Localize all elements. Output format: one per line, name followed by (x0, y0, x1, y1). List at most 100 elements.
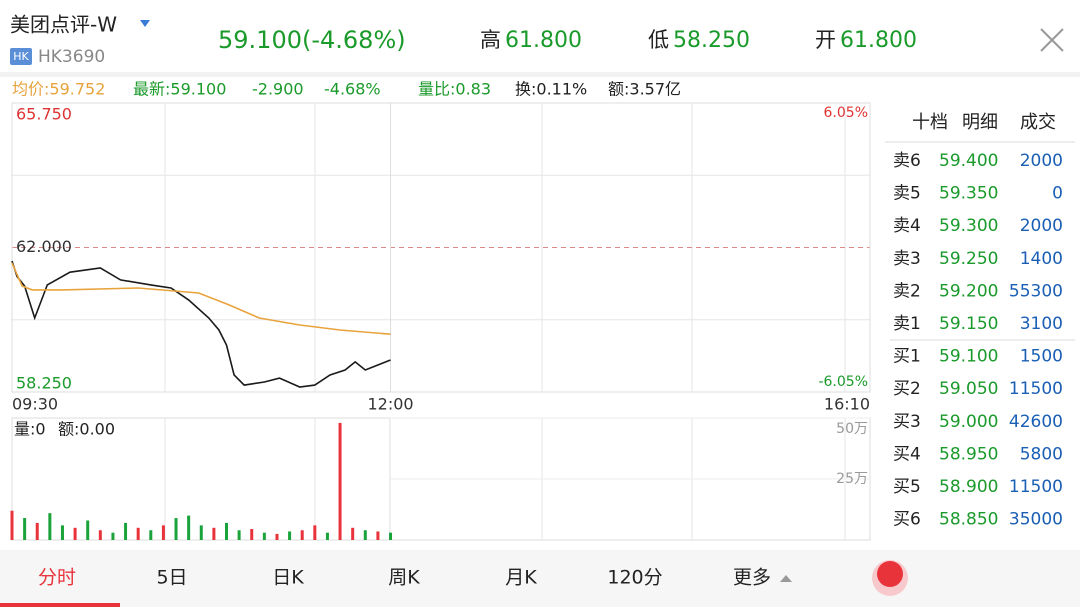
book-volume: 11500 (1009, 477, 1063, 497)
book-side: 卖6 (893, 151, 921, 171)
avg-price: 均价:59.752 (12, 80, 105, 99)
volume-bar (136, 527, 140, 540)
book-side: 卖1 (893, 314, 921, 334)
volume-bar (376, 531, 380, 540)
tab[interactable]: 月K (505, 567, 537, 589)
active-tab-indicator (0, 603, 120, 607)
price-line (11, 262, 391, 335)
amount-label: 额:0.00 (58, 420, 115, 439)
book-price: 59.050 (939, 379, 998, 399)
volume-bar (35, 522, 39, 540)
book-tab[interactable]: 成交 (1020, 112, 1056, 133)
volume-bar (363, 530, 367, 540)
volume-bar (313, 525, 317, 540)
y-tick-label: 50万 (836, 421, 868, 437)
dropdown-arrow[interactable] (140, 20, 150, 27)
book-price: 59.200 (939, 281, 998, 301)
low: 58.250 (673, 28, 750, 53)
record-button[interactable] (877, 561, 903, 587)
volume-bar (111, 532, 115, 540)
latest: 最新:59.100 (133, 80, 226, 99)
book-volume: 55300 (1009, 281, 1063, 301)
volume-bar (262, 532, 266, 540)
book-price: 59.150 (939, 314, 998, 334)
book-side: 卖4 (893, 216, 921, 236)
high: 61.800 (505, 28, 582, 53)
volume-bar (124, 522, 128, 540)
close-button[interactable] (1040, 28, 1064, 52)
book-volume: 42600 (1009, 412, 1063, 432)
book-volume: 35000 (1009, 510, 1063, 530)
amount: 额:3.57亿 (608, 80, 681, 99)
book-side: 买2 (893, 379, 921, 399)
book-volume: 2000 (1020, 151, 1063, 171)
volume-bar (187, 515, 191, 540)
book-volume: 11500 (1009, 379, 1063, 399)
book-price: 59.000 (939, 412, 998, 432)
tab[interactable]: 5日 (156, 567, 187, 589)
tab[interactable]: 日K (272, 567, 304, 589)
volume-bar (48, 513, 52, 540)
volume-ratio: 量比:0.83 (418, 80, 491, 99)
book-tab[interactable]: 十档 (912, 112, 948, 133)
y-tick-label: 58.250 (16, 374, 72, 393)
volume-bar (225, 522, 228, 540)
tab[interactable]: 更多 (733, 567, 771, 589)
book-price: 59.250 (939, 249, 998, 269)
book-price: 59.350 (939, 184, 998, 204)
market: HK (13, 50, 29, 63)
book-volume: 0 (1052, 184, 1063, 204)
open: 61.800 (840, 28, 917, 53)
volume-bar (23, 518, 27, 540)
market-badge (10, 48, 32, 65)
book-price: 58.850 (939, 510, 998, 530)
low-label: 低 (648, 28, 669, 52)
volume-bar (389, 532, 393, 540)
open-label: 开 (815, 28, 836, 52)
book-price: 59.300 (939, 216, 998, 236)
price-line (11, 260, 391, 388)
volume-bar (325, 532, 329, 540)
stock-code: HK3690 (38, 47, 105, 67)
book-side: 买5 (893, 477, 921, 497)
y2-tick-label: -6.05% (818, 374, 868, 390)
book-side: 卖5 (893, 184, 921, 204)
book-volume: 1400 (1020, 249, 1063, 269)
volume-bar (275, 533, 279, 540)
more-arrow[interactable] (780, 575, 792, 582)
x-tick-label: 09:30 (12, 395, 58, 414)
book-volume: 2000 (1020, 216, 1063, 236)
volume-bar (73, 527, 77, 540)
volume-bar (351, 527, 355, 540)
book-side: 卖2 (893, 281, 921, 301)
tab[interactable]: 分时 (38, 567, 76, 589)
book-price: 58.900 (939, 477, 998, 497)
current-price: 59.100(-4.68%) (218, 26, 406, 54)
tabs-box (885, 104, 1075, 142)
stock-name[interactable]: 美团点评-W (10, 13, 117, 37)
volume-bar (98, 530, 102, 540)
volume-bar (60, 525, 64, 540)
volume-bar (86, 520, 90, 540)
book-side: 买1 (893, 347, 921, 367)
volume-bar (338, 422, 342, 540)
volume-bar (288, 531, 292, 540)
y-tick-label: 62.000 (16, 237, 72, 256)
change: -2.900 (252, 80, 304, 99)
volume-bar (174, 518, 178, 540)
tab[interactable]: 周K (388, 567, 420, 589)
y-tick-label: 25万 (836, 471, 868, 487)
book-tab[interactable]: 明细 (962, 112, 998, 133)
book-side: 卖3 (893, 249, 921, 269)
book-price: 59.100 (939, 347, 998, 367)
x-tick-label: 16:10 (824, 395, 870, 414)
book-volume: 1500 (1020, 347, 1063, 367)
volume-bar (149, 530, 153, 540)
volume-bar (300, 530, 304, 540)
book-side: 买6 (893, 510, 921, 530)
y2-tick-label: 6.05% (824, 105, 868, 121)
tab[interactable]: 120分 (607, 567, 662, 589)
volume-bar (161, 525, 165, 540)
volume-bar (212, 527, 216, 540)
